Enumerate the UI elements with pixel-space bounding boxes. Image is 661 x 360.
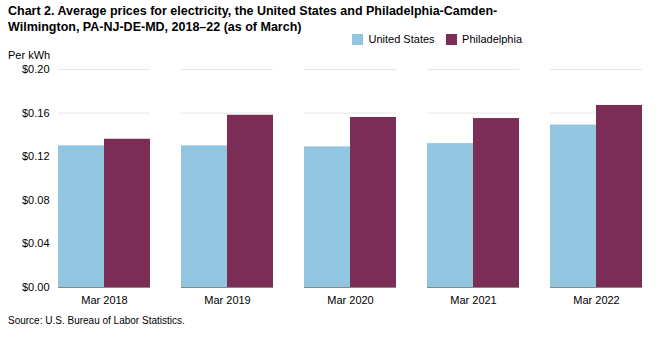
svg-text:$0.08: $0.08 xyxy=(22,194,50,206)
html-text:United States: United States xyxy=(368,33,435,46)
svg-text:Mar 2018: Mar 2018 xyxy=(81,295,127,307)
svg-text:Mar 2020: Mar 2020 xyxy=(327,295,373,307)
svg-text:$0.12: $0.12 xyxy=(22,150,50,162)
svg-text:Mar 2021: Mar 2021 xyxy=(450,295,496,307)
html-text:Per kWh: Per kWh xyxy=(8,49,51,62)
html-text:Chart 2. Average prices for el: Chart 2. Average prices for electricity,… xyxy=(8,4,498,34)
html-text:Philadelphia: Philadelphia xyxy=(462,33,522,46)
html-text:Source: U.S. Bureau of Labor S: Source: U.S. Bureau of Labor Statistics. xyxy=(8,315,185,327)
svg-text:$0.00: $0.00 xyxy=(22,281,50,293)
svg-text:$0.20: $0.20 xyxy=(22,63,50,75)
svg-text:$0.04: $0.04 xyxy=(22,238,50,250)
svg-text:$0.16: $0.16 xyxy=(22,107,50,119)
svg-text:Mar 2022: Mar 2022 xyxy=(573,295,619,307)
svg-text:Mar 2019: Mar 2019 xyxy=(204,295,250,307)
